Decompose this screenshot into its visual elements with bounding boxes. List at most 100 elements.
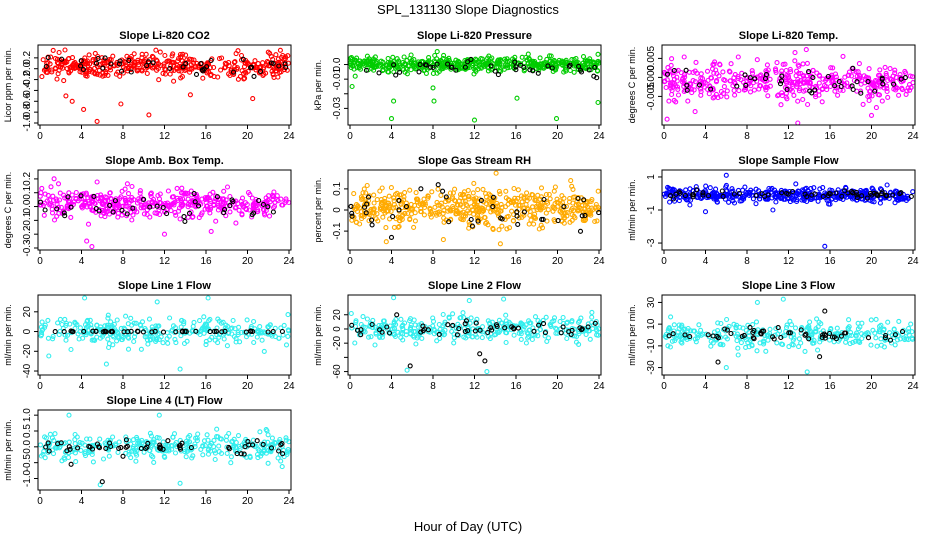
x-tick-label: 20 [242, 381, 254, 392]
data-point [757, 73, 763, 79]
data-point [485, 205, 491, 211]
data-point [800, 96, 806, 103]
data-point [371, 64, 377, 70]
data-point [469, 207, 475, 213]
panel-title: Slope Li-820 Temp. [739, 30, 838, 42]
data-point [496, 188, 502, 194]
data-point [418, 208, 424, 215]
data-point [861, 73, 867, 79]
y-tick-label: 10 [646, 318, 657, 330]
y-tick-label: -0.2 [22, 71, 33, 89]
data-point [364, 316, 370, 322]
data-point [69, 98, 75, 104]
data-point [357, 221, 363, 227]
y-axis-label: degrees C per min. [3, 172, 13, 249]
data-point [869, 93, 875, 99]
data-point [710, 340, 716, 346]
data-point [69, 192, 75, 198]
data-point [805, 77, 811, 83]
data-point [118, 333, 124, 339]
data-point [171, 202, 177, 208]
highlight-point [160, 204, 166, 211]
highlight-point [555, 218, 561, 224]
y-tick-label: -0.2 [22, 225, 33, 243]
data-point [39, 74, 45, 80]
data-point [41, 212, 47, 218]
data-point [374, 197, 380, 203]
data-point [860, 101, 866, 107]
data-point [105, 315, 111, 321]
data-point [863, 331, 869, 337]
y-tick-label: 30 [646, 296, 657, 308]
data-point [796, 63, 802, 69]
highlight-point [789, 188, 796, 195]
data-point [401, 61, 408, 68]
data-point [545, 207, 551, 213]
x-tick-label: 20 [242, 256, 254, 267]
highlight-point [66, 444, 72, 450]
data-point [110, 201, 116, 207]
y-axis-label: ml/min per min. [313, 304, 323, 366]
data-point [174, 185, 180, 191]
data-point [260, 60, 266, 66]
data-point [218, 450, 225, 456]
y-tick-label: -0.4 [22, 81, 33, 99]
data-point [67, 321, 73, 327]
x-tick-label: 16 [200, 496, 212, 507]
highlight-point [180, 64, 186, 70]
data-point [485, 55, 491, 61]
x-tick-label: 24 [283, 131, 295, 142]
data-point [61, 441, 67, 447]
data-point [681, 72, 688, 78]
data-point [723, 184, 729, 190]
panel-title: Slope Line 2 Flow [428, 280, 521, 292]
data-point [451, 335, 457, 341]
highlight-point [812, 87, 818, 93]
data-point [571, 213, 577, 219]
highlight-point [787, 330, 793, 336]
data-point [82, 61, 88, 67]
data-point [896, 318, 902, 324]
data-point [776, 92, 782, 98]
data-point [551, 315, 558, 321]
data-point [782, 61, 788, 67]
data-point [798, 78, 804, 84]
data-point [583, 331, 589, 338]
data-point [134, 209, 140, 215]
highlight-point [108, 443, 114, 450]
highlight-point [436, 331, 442, 337]
data-point [211, 74, 217, 80]
data-point [485, 197, 491, 203]
highlight-point [430, 64, 436, 71]
data-point [750, 322, 756, 328]
data-point [131, 320, 137, 326]
data-point [434, 338, 440, 344]
highlight-point [46, 448, 52, 454]
data-point [151, 459, 157, 465]
highlight-point [173, 329, 179, 335]
data-point [139, 437, 145, 443]
highlight-point [181, 214, 187, 220]
data-point [187, 69, 193, 75]
data-point [685, 98, 691, 104]
data-point [375, 218, 381, 224]
highlight-point [836, 79, 842, 85]
highlight-point [892, 332, 898, 338]
data-point [208, 228, 214, 234]
data-point [381, 198, 388, 204]
data-point [125, 346, 132, 352]
highlight-point [361, 204, 368, 210]
data-point [193, 63, 199, 69]
data-point [595, 99, 601, 106]
highlight-point [472, 328, 478, 334]
highlight-point [883, 332, 889, 339]
data-point [587, 336, 593, 342]
data-point [188, 62, 194, 68]
data-point [466, 196, 472, 202]
highlight-point [490, 204, 496, 210]
data-point [828, 65, 834, 71]
x-tick-label: 16 [510, 256, 522, 267]
figure-x-axis-label: Hour of Day (UTC) [414, 519, 522, 534]
data-point [817, 186, 823, 192]
